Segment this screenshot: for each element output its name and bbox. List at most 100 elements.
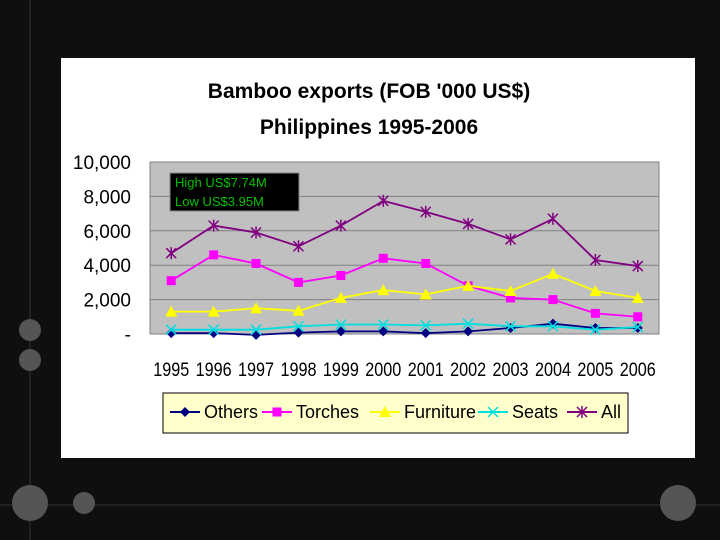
data-point-furniture [334,291,347,303]
data-point-torches [251,258,261,268]
series-layer [165,194,644,340]
x-tick-label: 1998 [280,360,316,381]
legend-item-seats: Seats [478,402,558,422]
data-point-torches [506,293,516,303]
data-point-others [420,328,431,339]
x-tick-label: 2002 [450,360,486,381]
deco-circle [19,319,41,341]
data-point-all [589,254,601,267]
data-point-all [165,247,177,260]
chart-subtitle: Philippines 1995-2006 [260,116,478,139]
legend-label: Torches [296,402,359,422]
data-point-furniture [207,305,220,317]
data-point-seats [632,321,644,333]
data-point-torches [421,258,431,268]
data-point-others [335,326,346,337]
series-furniture [165,267,644,317]
x-tick-label: 2001 [408,360,444,381]
data-point-others [590,322,601,333]
data-point-seats [377,319,389,331]
data-point-seats [589,324,601,336]
data-point-others [293,327,304,338]
x-tick-label: 2004 [535,360,571,381]
y-tick-label: - [125,325,131,346]
data-point-seats [462,318,474,330]
data-point-all [420,205,432,218]
data-point-torches [293,277,303,287]
x-tick-label: 2006 [620,360,656,381]
legend-marker-furniture [379,406,391,417]
x-tick-label: 1996 [196,360,232,381]
legend-marker-seats [487,406,499,418]
data-point-torches [590,308,600,318]
legend-marker-others [180,407,190,417]
data-point-others [378,326,389,337]
data-point-seats [208,324,220,336]
chart-title: Bamboo exports (FOB '000 US$) [208,80,530,103]
annotation-box: High US$7.74M Low US$3.95M [169,172,300,212]
deco-circle [73,492,95,514]
data-point-furniture [419,288,432,300]
x-tick-label: 2003 [493,360,529,381]
series-torches [166,250,643,322]
series-all [165,194,644,273]
legend-label: All [601,402,621,422]
data-point-furniture [631,291,644,303]
data-point-others [208,328,219,339]
legend-item-torches: Torches [262,402,359,422]
data-point-seats [505,320,517,332]
data-point-torches [633,312,643,322]
data-point-torches [166,276,176,286]
data-point-seats [335,319,347,331]
data-point-furniture [589,285,602,296]
data-point-all [250,226,262,239]
x-tick-label: 2000 [365,360,401,381]
data-point-seats [250,324,262,336]
series-line-torches [170,253,638,318]
data-point-seats [165,324,177,336]
data-point-all [208,219,220,232]
data-point-all [462,217,474,230]
annotation-low: Low US$3.95M [175,194,264,209]
deco-circle [12,485,48,521]
data-point-all [292,240,304,253]
deco-circle [19,349,41,371]
series-seats [165,318,644,336]
y-axis-ticks: 10,000 8,000 6,000 4,000 2,000 - [73,153,131,346]
data-point-furniture [546,267,559,279]
legend-label: Others [204,402,258,422]
data-point-others [463,326,474,337]
annotation-high: High US$7.74M [175,175,267,190]
data-point-all [335,219,347,232]
data-point-all [632,260,644,273]
data-point-torches [336,271,346,281]
data-point-torches [209,250,219,260]
data-point-others [166,328,177,339]
data-point-torches [548,295,558,305]
data-point-furniture [377,284,390,296]
y-tick-label: 4,000 [83,256,131,277]
series-line-furniture [171,272,638,313]
data-point-seats [420,319,432,331]
legend-label: Seats [512,402,558,422]
data-point-furniture [292,304,305,316]
x-tick-label: 2005 [577,360,613,381]
deco-circle [660,485,696,521]
x-axis-ticks: 1995 1996 1997 1998 1999 2000 2001 2002 2003 2004… [153,360,656,381]
series-line-seats [171,322,638,331]
x-tick-label: 1995 [153,360,189,381]
y-tick-label: 10,000 [73,153,131,174]
series-line-all [170,199,638,267]
legend-item-all: All [567,402,621,422]
data-point-all [377,194,389,207]
data-point-furniture [462,279,475,291]
data-point-all [505,233,517,246]
legend: Others Torches Furniture Seats All [170,402,621,422]
data-point-torches [378,253,388,263]
data-point-furniture [165,305,178,317]
data-point-furniture [504,285,517,296]
legend-marker-torches [272,407,282,417]
grid-lines [150,195,659,301]
data-point-seats [547,320,559,332]
